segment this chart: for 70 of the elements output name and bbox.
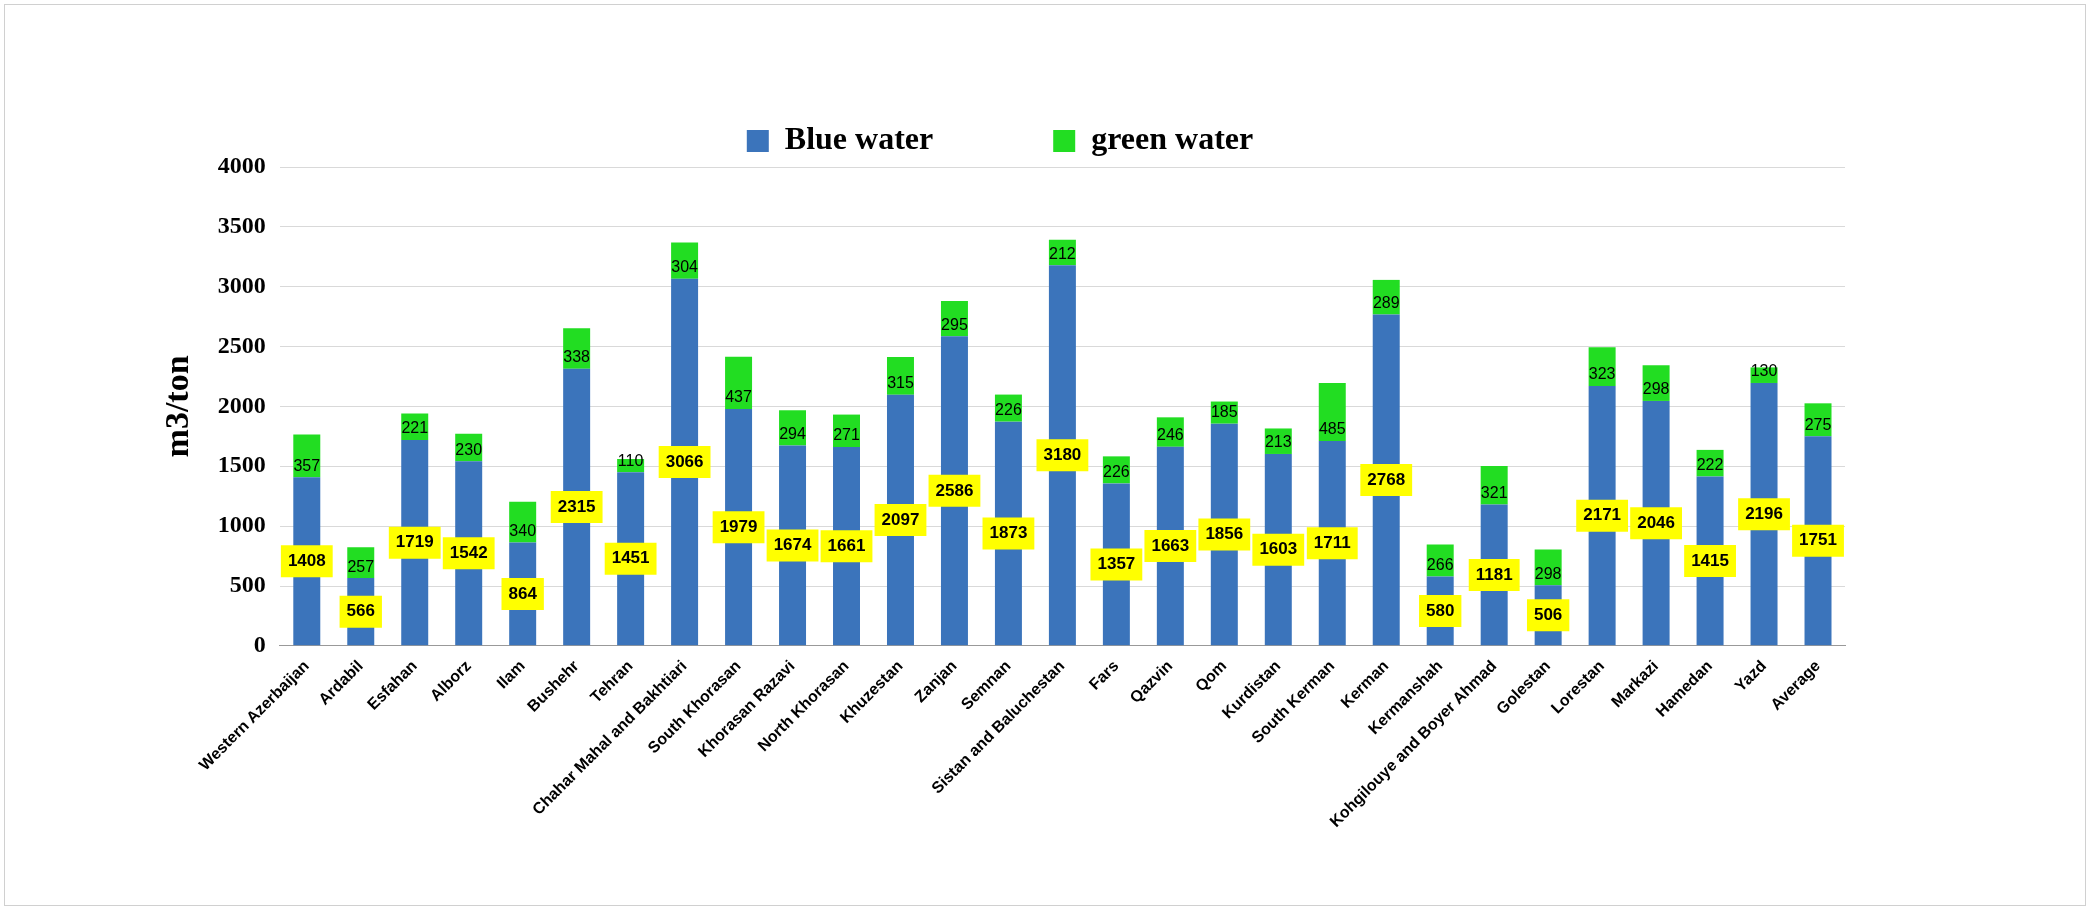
data-label: 1751 <box>1799 530 1837 550</box>
data-label: 213 <box>1264 433 1292 451</box>
data-label: 271 <box>833 426 860 444</box>
data-label: 2171 <box>1583 505 1622 525</box>
legend-label: Blue water <box>784 120 934 157</box>
data-label: 298 <box>1642 380 1670 398</box>
data-label: 1451 <box>611 548 650 568</box>
y-tick-label: 500 <box>229 571 266 598</box>
data-label: 1979 <box>719 516 758 536</box>
data-label: 1873 <box>989 523 1028 543</box>
data-label: 295 <box>941 315 968 333</box>
data-label: 2586 <box>935 480 974 500</box>
data-label: 275 <box>1804 415 1832 433</box>
y-tick-label: 2000 <box>217 391 266 418</box>
data-label: 1603 <box>1259 539 1298 559</box>
data-label: 323 <box>1588 365 1616 383</box>
data-label: 1674 <box>773 535 812 555</box>
data-label: 1542 <box>449 543 488 563</box>
y-tick-label: 2500 <box>217 331 266 358</box>
y-tick-label: 4000 <box>217 152 266 179</box>
data-label: 1663 <box>1151 535 1190 555</box>
data-label: 485 <box>1318 420 1346 438</box>
y-axis-title: m3/ton <box>158 355 196 458</box>
data-label: 1856 <box>1205 524 1244 544</box>
y-tick-label: 1000 <box>217 511 266 538</box>
data-label: 2196 <box>1745 503 1783 523</box>
data-label: 357 <box>293 456 321 474</box>
data-label: 246 <box>1156 426 1184 444</box>
data-label: 1357 <box>1097 554 1136 574</box>
data-label: 2768 <box>1367 469 1406 489</box>
y-tick-label: 3500 <box>217 212 266 239</box>
data-label: 221 <box>401 419 429 437</box>
data-label: 3066 <box>665 451 704 471</box>
data-label: 304 <box>671 258 699 276</box>
data-label: 266 <box>1426 555 1454 573</box>
data-label: 1181 <box>1475 564 1513 584</box>
data-label: 3180 <box>1043 444 1082 464</box>
data-label: 2097 <box>881 509 920 529</box>
y-tick-label: 3000 <box>217 271 266 298</box>
data-label: 315 <box>887 374 914 392</box>
data-label: 437 <box>725 388 753 406</box>
data-label: 2315 <box>557 496 596 516</box>
x-tick-label: Ilam <box>493 656 528 692</box>
data-label: 257 <box>347 557 375 575</box>
data-label: 226 <box>995 401 1022 419</box>
data-label: 1719 <box>395 532 434 552</box>
data-label: 130 <box>1750 362 1778 380</box>
data-label: 338 <box>563 348 591 366</box>
data-label: 1661 <box>827 535 866 555</box>
data-label: 864 <box>508 583 538 603</box>
data-label: 230 <box>455 440 483 458</box>
data-label: 321 <box>1480 483 1508 501</box>
data-label: 298 <box>1534 564 1562 582</box>
data-label: 340 <box>509 521 537 539</box>
data-label: 1408 <box>287 551 326 571</box>
data-label: 1711 <box>1313 532 1351 552</box>
legend-label: green water <box>1091 120 1254 157</box>
data-label: 1415 <box>1691 550 1729 570</box>
y-tick-label: 0 <box>253 631 266 658</box>
data-label: 212 <box>1049 244 1076 262</box>
data-label: 226 <box>1103 462 1130 480</box>
y-tick-label: 1500 <box>217 451 266 478</box>
data-label: 566 <box>346 601 375 621</box>
data-label: 580 <box>1426 600 1455 620</box>
data-label: 185 <box>1210 403 1238 421</box>
data-label: 2046 <box>1637 512 1676 532</box>
data-label: 506 <box>1533 605 1563 625</box>
data-label: 294 <box>779 424 806 442</box>
data-label: 289 <box>1372 293 1400 311</box>
data-label: 222 <box>1696 455 1724 473</box>
